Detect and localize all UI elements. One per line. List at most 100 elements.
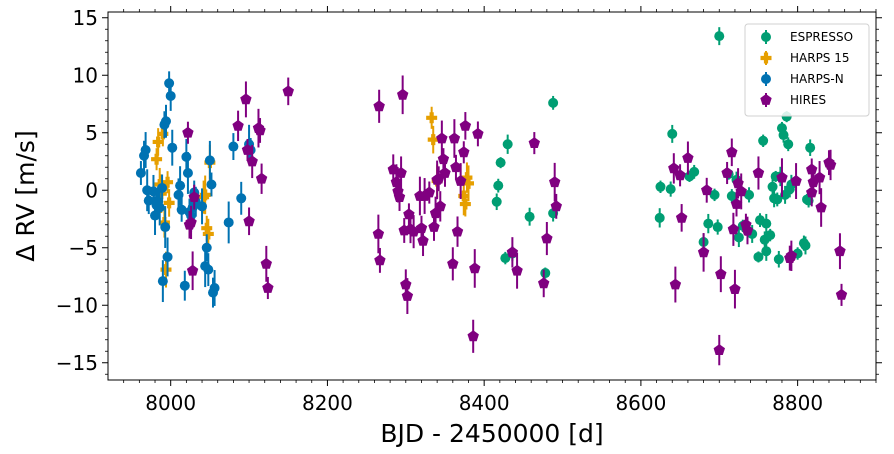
data-point — [228, 141, 239, 152]
plot-frame — [107, 11, 877, 381]
data-point — [400, 278, 412, 290]
data-point — [395, 167, 407, 178]
data-point — [415, 222, 428, 234]
data-point — [160, 264, 172, 276]
data-point — [712, 222, 723, 233]
data-point — [157, 128, 169, 140]
data-point — [186, 264, 199, 276]
data-point — [373, 100, 385, 112]
data-point — [162, 176, 174, 188]
x-tick-label: 8600 — [615, 391, 666, 415]
data-point — [427, 134, 439, 146]
data-point — [528, 137, 540, 148]
data-point — [726, 146, 738, 158]
data-point — [654, 212, 665, 223]
data-point — [163, 197, 175, 209]
data-point — [538, 277, 550, 289]
data-point — [715, 268, 727, 280]
data-point — [157, 182, 168, 193]
data-point — [160, 222, 171, 233]
data-point — [495, 157, 506, 168]
data-point — [246, 155, 258, 167]
data-point — [436, 132, 448, 144]
data-point — [682, 152, 694, 163]
data-point — [729, 283, 741, 294]
data-point — [733, 232, 744, 243]
data-point — [727, 223, 740, 235]
data-point — [164, 78, 175, 89]
data-point — [454, 175, 467, 186]
data-point — [806, 163, 818, 175]
y-tick-label: 10 — [73, 63, 98, 87]
data-point — [179, 280, 190, 291]
data-point — [254, 124, 266, 136]
x-tick-label: 8000 — [145, 391, 196, 415]
data-point — [188, 191, 200, 202]
data-point — [162, 251, 173, 262]
data-point — [374, 254, 386, 266]
data-point — [540, 268, 551, 279]
legend-items — [760, 30, 772, 107]
legend-marker — [760, 52, 772, 64]
data-point — [209, 283, 220, 293]
data-point — [502, 139, 513, 150]
data-point — [401, 290, 414, 301]
data-point — [428, 221, 440, 232]
data-point — [157, 276, 168, 287]
data-point — [241, 144, 254, 155]
data-point — [714, 31, 725, 42]
data-point — [761, 218, 772, 229]
data-point — [417, 234, 429, 246]
data-point — [773, 254, 784, 265]
data-point — [467, 330, 479, 342]
data-point — [776, 171, 788, 183]
y-tick-label: 15 — [73, 6, 98, 30]
data-point — [201, 222, 213, 234]
data-point — [143, 195, 154, 206]
data-point — [813, 171, 826, 183]
data-point — [761, 246, 772, 257]
data-point — [262, 282, 274, 293]
data-point — [240, 93, 252, 105]
data-point — [236, 193, 247, 204]
data-point — [462, 177, 474, 189]
data-point — [800, 240, 811, 251]
data-point — [199, 189, 211, 201]
data-points — [135, 27, 848, 366]
data-point — [154, 202, 165, 213]
data-point — [815, 201, 827, 213]
y-tick-label: −5 — [69, 236, 98, 260]
data-point — [182, 168, 193, 178]
data-point — [721, 167, 733, 178]
data-point — [450, 161, 462, 173]
data-point — [824, 159, 837, 170]
x-axis-label: BJD - 2450000 [d] — [380, 419, 603, 448]
data-point — [397, 88, 409, 100]
data-point — [735, 185, 747, 197]
data-point — [372, 228, 385, 239]
data-point — [282, 85, 294, 97]
data-point — [506, 246, 519, 258]
data-point — [204, 155, 215, 166]
data-point — [447, 257, 459, 269]
axis-ticks — [102, 6, 882, 386]
data-point — [767, 181, 778, 192]
data-point — [448, 132, 461, 144]
data-point — [834, 245, 846, 257]
data-point — [140, 145, 151, 155]
legend-label-espresso: ESPRESSO — [790, 30, 853, 44]
data-point — [197, 201, 208, 212]
data-point — [176, 204, 187, 215]
legend-marker — [760, 94, 772, 105]
data-point — [548, 97, 559, 108]
data-point — [713, 344, 725, 355]
data-point — [151, 153, 163, 165]
y-tick-label: 5 — [85, 121, 98, 145]
data-point — [835, 288, 848, 300]
data-point — [665, 184, 676, 195]
data-point — [472, 127, 484, 139]
y-axis-label: Δ RV [m/s] — [11, 130, 40, 261]
data-point — [783, 139, 794, 150]
data-point — [669, 278, 682, 290]
